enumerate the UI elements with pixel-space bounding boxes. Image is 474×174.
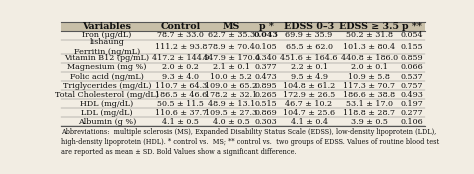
Text: 53.1 ± 17.0: 53.1 ± 17.0 [346, 100, 393, 108]
Text: 440.8 ± 186.0: 440.8 ± 186.0 [341, 54, 398, 62]
Text: 0.043: 0.043 [254, 31, 279, 39]
Text: 117.3 ± 70.7: 117.3 ± 70.7 [343, 81, 395, 89]
Text: 4.1 ± 0.5: 4.1 ± 0.5 [162, 118, 199, 126]
Text: 0.105: 0.105 [255, 43, 278, 51]
Text: p **: p ** [402, 22, 422, 31]
Text: 172.9 ± 26.5: 172.9 ± 26.5 [283, 90, 335, 98]
Text: Magnesium (mg %): Magnesium (mg %) [67, 64, 146, 72]
Bar [61, 90, 425, 99]
Text: 0.757: 0.757 [401, 81, 423, 89]
Text: 2.2 ± 0.1: 2.2 ± 0.1 [291, 64, 328, 72]
Text: 118.8 ± 28.7: 118.8 ± 28.7 [343, 109, 395, 117]
Text: MS: MS [223, 22, 240, 31]
Text: 101.3 ± 80.4: 101.3 ± 80.4 [343, 43, 395, 51]
Bar [61, 72, 425, 81]
Text: 451.6 ± 164.6: 451.6 ± 164.6 [280, 54, 338, 62]
Text: EDSS ≥ 3.5: EDSS ≥ 3.5 [339, 22, 399, 31]
Text: lishaung
Ferritin (ng/mL): lishaung Ferritin (ng/mL) [73, 38, 140, 56]
Text: Albumin (g %): Albumin (g %) [78, 118, 136, 126]
Text: 62.7 ± 35.3: 62.7 ± 35.3 [208, 31, 255, 39]
Text: Control: Control [161, 22, 201, 31]
Text: 104.7 ± 25.6: 104.7 ± 25.6 [283, 109, 335, 117]
Text: 178.2 ± 32.1: 178.2 ± 32.1 [205, 90, 257, 98]
Text: 0.493: 0.493 [401, 90, 424, 98]
Text: Abbreviations:  multiple sclerosis (MS), Expanded Disability Status Scale (EDSS): Abbreviations: multiple sclerosis (MS), … [61, 128, 439, 156]
Text: 109.0 ± 65.2: 109.0 ± 65.2 [205, 81, 257, 89]
Text: 0.277: 0.277 [401, 109, 423, 117]
Bar [61, 117, 425, 126]
Text: 0.303: 0.303 [255, 118, 278, 126]
Text: 109.5 ± 27.3: 109.5 ± 27.3 [205, 109, 257, 117]
Text: 186.5 ± 46.6: 186.5 ± 46.6 [155, 90, 207, 98]
Text: Iron (μg/dL): Iron (μg/dL) [82, 31, 131, 39]
Bar [61, 54, 425, 63]
Bar [61, 81, 425, 90]
Text: Triglycerides (mg/dL): Triglycerides (mg/dL) [63, 81, 151, 89]
Text: 0.537: 0.537 [401, 73, 423, 81]
Text: 0.340: 0.340 [255, 54, 278, 62]
Text: 110.6 ± 37.7: 110.6 ± 37.7 [155, 109, 207, 117]
Text: 3.9 ± 0.5: 3.9 ± 0.5 [351, 118, 388, 126]
Text: 0.197: 0.197 [401, 100, 423, 108]
Text: 48.9 ± 13.1: 48.9 ± 13.1 [208, 100, 255, 108]
Bar [61, 108, 425, 117]
Text: 0.155: 0.155 [401, 43, 423, 51]
Text: 2.0 ± 0.1: 2.0 ± 0.1 [351, 64, 388, 72]
Text: 78.9 ± 70.4: 78.9 ± 70.4 [208, 43, 255, 51]
Text: 111.2 ± 93.8: 111.2 ± 93.8 [155, 43, 207, 51]
Bar [61, 63, 425, 72]
Text: 2.0 ± 0.2: 2.0 ± 0.2 [162, 64, 199, 72]
Text: 46.7 ± 10.2: 46.7 ± 10.2 [285, 100, 333, 108]
Text: p *: p * [259, 22, 273, 31]
Text: 65.5 ± 62.0: 65.5 ± 62.0 [285, 43, 333, 51]
Text: Folic acid (ng/mL): Folic acid (ng/mL) [70, 73, 144, 81]
Text: 9.3 ± 4.0: 9.3 ± 4.0 [162, 73, 199, 81]
Text: 10.9 ± 5.8: 10.9 ± 5.8 [348, 73, 390, 81]
Text: 0.869: 0.869 [255, 109, 278, 117]
Text: 0.473: 0.473 [255, 73, 278, 81]
Text: 50.2 ± 31.8: 50.2 ± 31.8 [346, 31, 393, 39]
Text: 0.895: 0.895 [255, 81, 278, 89]
Text: HDL (mg/dL): HDL (mg/dL) [80, 100, 133, 108]
Text: 417.2 ± 144.9: 417.2 ± 144.9 [152, 54, 210, 62]
Text: Total Cholesterol (mg/dL): Total Cholesterol (mg/dL) [55, 90, 159, 98]
Text: 4.1 ± 0.4: 4.1 ± 0.4 [291, 118, 328, 126]
Text: 2.1 ± 0.1: 2.1 ± 0.1 [213, 64, 250, 72]
Text: 50.5 ± 11.5: 50.5 ± 11.5 [157, 100, 204, 108]
Text: 9.5 ± 4.9: 9.5 ± 4.9 [291, 73, 328, 81]
Text: EDSS 0–3: EDSS 0–3 [284, 22, 334, 31]
Text: 69.9 ± 35.9: 69.9 ± 35.9 [285, 31, 333, 39]
Text: 110.7 ± 64.3: 110.7 ± 64.3 [155, 81, 207, 89]
Text: 0.066: 0.066 [401, 64, 423, 72]
Text: Vitamin B12 (pg/mL): Vitamin B12 (pg/mL) [64, 54, 149, 62]
Text: Variables: Variables [82, 22, 131, 31]
Text: 0.054: 0.054 [401, 31, 423, 39]
Text: 0.265: 0.265 [255, 90, 278, 98]
Text: 447.9 ± 170.4: 447.9 ± 170.4 [202, 54, 260, 62]
Text: 78.7 ± 33.0: 78.7 ± 33.0 [157, 31, 204, 39]
Text: 0.377: 0.377 [255, 64, 278, 72]
Bar [61, 31, 425, 39]
Text: 0.106: 0.106 [401, 118, 423, 126]
Bar [61, 39, 425, 54]
Text: 4.0 ± 0.5: 4.0 ± 0.5 [213, 118, 250, 126]
Text: 104.8 ± 61.2: 104.8 ± 61.2 [283, 81, 335, 89]
Bar [61, 22, 425, 31]
Text: 10.0 ± 5.2: 10.0 ± 5.2 [210, 73, 252, 81]
Bar [61, 99, 425, 108]
Text: 0.515: 0.515 [255, 100, 278, 108]
Text: LDL (mg/dL): LDL (mg/dL) [81, 109, 133, 117]
Text: 0.859: 0.859 [401, 54, 423, 62]
Text: 186.6 ± 38.8: 186.6 ± 38.8 [343, 90, 395, 98]
